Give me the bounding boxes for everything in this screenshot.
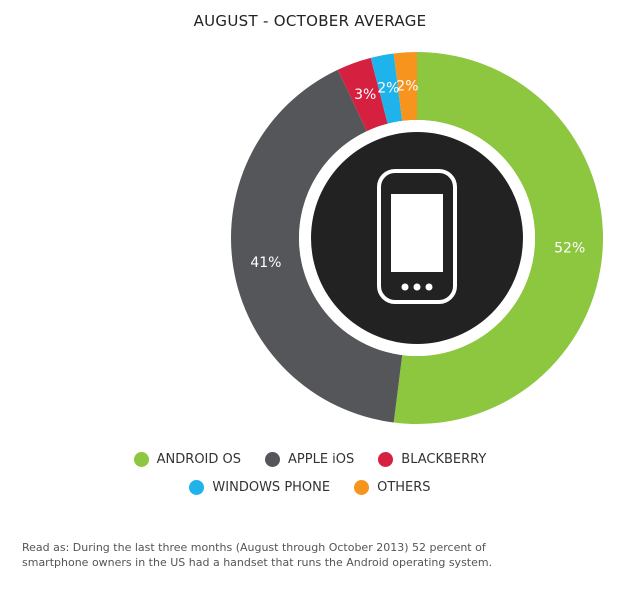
legend-row-1: ANDROID OS APPLE iOS BLACKBERRY — [0, 452, 620, 467]
legend-item-apple-ios: APPLE iOS — [265, 452, 354, 467]
slice-label-windows-phone: 2% — [377, 81, 399, 97]
slice-label-apple-ios: 41% — [250, 255, 281, 271]
legend-label: APPLE iOS — [288, 452, 355, 467]
legend-swatch — [354, 480, 370, 495]
slice-others — [393, 52, 417, 121]
slice-labels: 52%41%3% 2%2% — [250, 78, 585, 271]
legend-label: WINDOWS PHONE — [212, 480, 331, 495]
legend-label: BLACKBERRY — [401, 452, 487, 467]
donut-chart: 52%41%3% 2%2% — [230, 52, 603, 424]
slice-label-android-os: 52% — [554, 241, 585, 257]
legend-item-others: OTHERS — [354, 480, 431, 495]
legend-label: OTHERS — [377, 480, 431, 495]
legend-swatch — [189, 480, 205, 495]
donut-slices — [230, 52, 603, 424]
legend-item-blackberry: BLACKBERRY — [378, 452, 486, 467]
chart-title: AUGUST - OCTOBER AVERAGE — [193, 12, 427, 30]
slice-blackberry — [337, 57, 388, 132]
slice-label-others: 2% — [396, 78, 418, 94]
slice-android-os — [393, 52, 603, 424]
slice-label-blackberry: 3% — [354, 87, 376, 103]
slice-apple-ios — [230, 69, 403, 423]
legend-item-windows-phone: WINDOWS PHONE — [189, 480, 330, 495]
note-line-1: Read as: During the last three months (A… — [22, 541, 486, 554]
legend-item-android-os: ANDROID OS — [133, 452, 242, 467]
legend-row-2: WINDOWS PHONE OTHERS — [0, 480, 620, 495]
smartphone-icon — [377, 169, 457, 304]
note-line-2: smartphone owners in the US had a handse… — [22, 556, 493, 569]
read-as-note: Read as: During the last three months (A… — [22, 540, 612, 570]
legend-swatch — [378, 452, 394, 467]
legend-swatch — [133, 452, 149, 467]
slice-windows-phone — [370, 53, 403, 124]
legend-swatch — [265, 452, 281, 467]
legend-label: ANDROID OS — [156, 452, 242, 467]
